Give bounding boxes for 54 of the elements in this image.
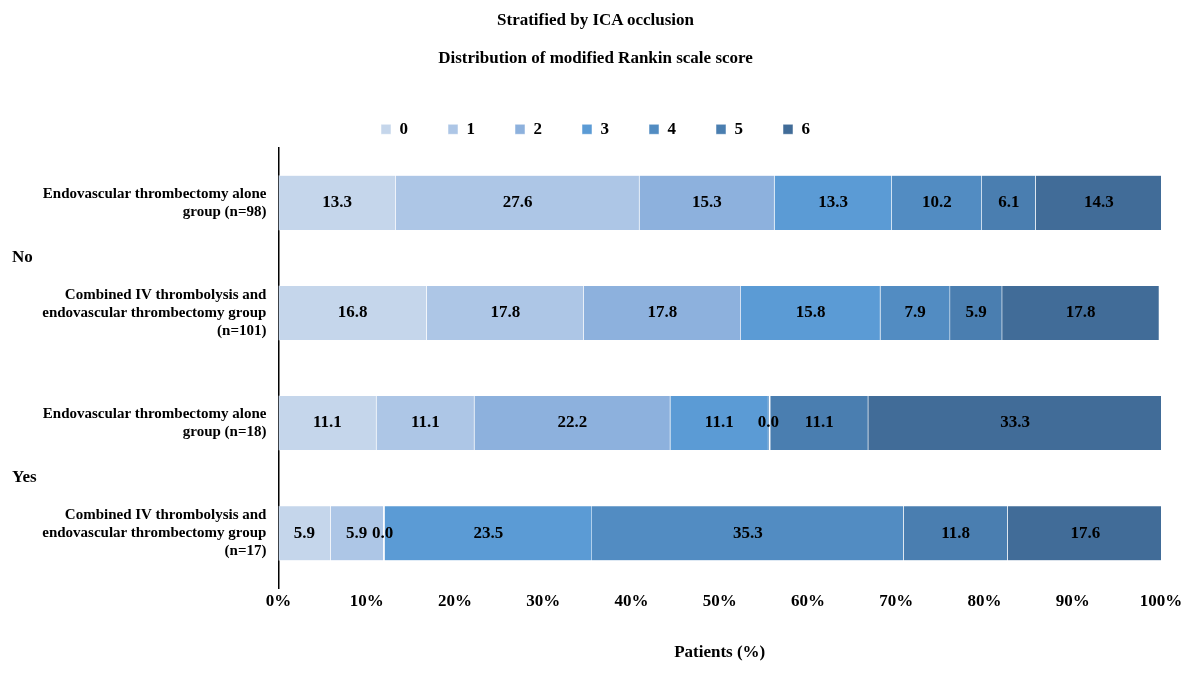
text: Yes (12, 467, 37, 487)
legend-label: 4 (667, 118, 677, 138)
data-label: 17.8 (1065, 302, 1096, 322)
data-label: 6.1 (998, 192, 1020, 212)
y-tick-label: Endovascular thrombectomy alone group (n=98) (42, 184, 267, 220)
y-tick-label: Endovascular thrombectomy alone group (n=18) (42, 404, 267, 440)
legend-label: 2 (533, 118, 542, 138)
data-label: 5.9 (345, 522, 368, 542)
text: No (12, 247, 33, 267)
x-tick-label: 50% (702, 590, 737, 610)
data-label: 0.0 (371, 522, 394, 542)
chart-title: Stratified by ICA occlusion (497, 9, 695, 29)
x-tick-label: 80% (967, 590, 1002, 610)
data-label: 5.9 (965, 302, 987, 322)
legend-label: 1 (466, 118, 475, 138)
data-label: 14.3 (1083, 192, 1114, 212)
data-label: 17.8 (647, 302, 678, 322)
data-label: 22.2 (557, 412, 588, 432)
x-tick-label: 30% (526, 590, 561, 610)
data-label: 10.2 (921, 192, 952, 212)
legend-label: 5 (734, 118, 743, 138)
data-label: 5.9 (293, 522, 316, 542)
x-tick-label: 60% (790, 590, 825, 610)
x-tick-label: 20% (437, 590, 472, 610)
data-label: 11.1 (804, 412, 834, 432)
x-tick-label: 0% (265, 590, 292, 610)
data-label: 11.1 (704, 412, 734, 432)
x-tick-label: 70% (879, 590, 914, 610)
chart-subtitle: Distribution of modified Rankin scale score (438, 47, 754, 67)
data-label: 13.3 (322, 192, 353, 212)
data-label: 15.3 (692, 192, 722, 212)
data-label: 23.5 (473, 522, 504, 542)
legend-label: 3 (600, 118, 609, 138)
data-label: 13.3 (818, 192, 849, 212)
data-label: 27.6 (502, 192, 533, 212)
x-axis-title: Patients (%) (674, 642, 766, 662)
x-tick-label: 100% (1139, 590, 1183, 610)
data-label: 11.8 (941, 522, 971, 542)
data-label: 33.3 (1000, 412, 1031, 432)
x-tick-label: 10% (349, 590, 384, 610)
data-label: 7.9 (904, 302, 926, 322)
data-label: 35.3 (732, 522, 763, 542)
data-label: 17.8 (490, 302, 521, 322)
x-tick-label: 40% (614, 590, 649, 610)
x-tick-label: 90% (1055, 590, 1090, 610)
data-label: 16.8 (337, 302, 368, 322)
y-tick-label: Combined IV thrombolysis and endovascular thrombectomy group (n=101) (42, 285, 268, 339)
data-label: 11.1 (313, 412, 342, 432)
data-label: 11.1 (410, 412, 440, 432)
legend-label: 6 (801, 118, 810, 138)
legend-label: 0 (399, 118, 408, 138)
data-label: 15.8 (795, 302, 826, 322)
data-label: 17.6 (1070, 522, 1101, 542)
y-tick-label: Combined IV thrombolysis and endovascular thrombectomy group (n=17) (42, 506, 268, 560)
